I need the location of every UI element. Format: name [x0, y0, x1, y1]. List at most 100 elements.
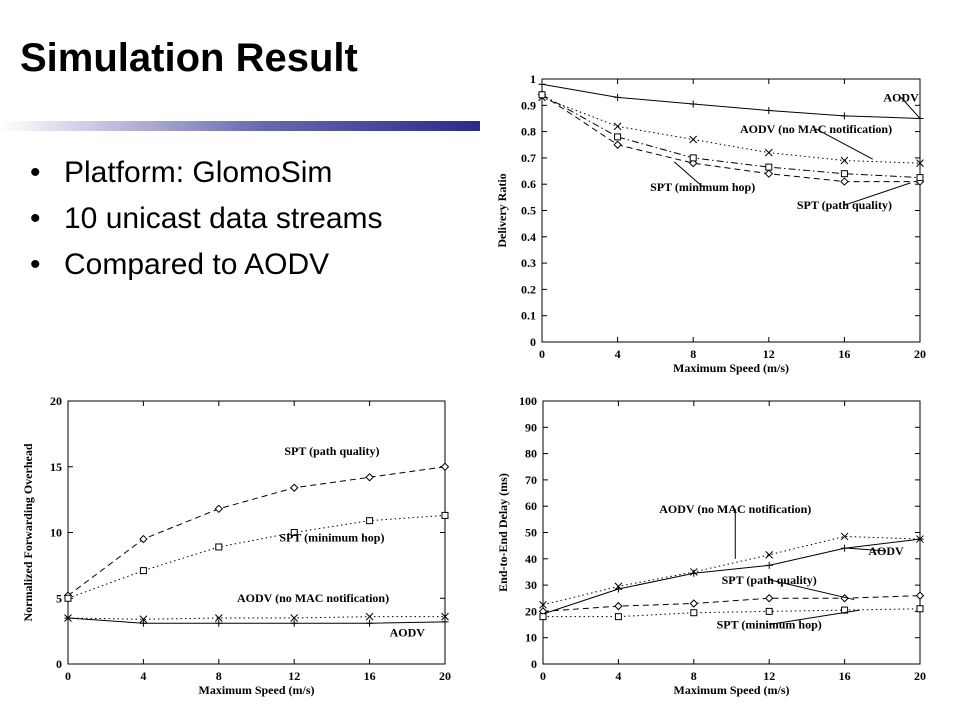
annotation-label: AODV [868, 544, 904, 558]
x-tick-label: 12 [763, 347, 775, 361]
data-point [689, 154, 697, 162]
slide-title: Simulation Result [20, 36, 358, 80]
series-spt-path-quality [538, 591, 925, 616]
data-point [614, 93, 622, 101]
data-point [765, 107, 773, 115]
data-point [365, 612, 374, 621]
bullet-text: 10 unicast data streams [64, 202, 383, 235]
series-aodv [538, 80, 924, 122]
data-point [64, 594, 72, 602]
annotation-leader [844, 182, 911, 206]
data-point [139, 619, 147, 627]
data-point [614, 585, 622, 593]
data-point [689, 599, 699, 608]
annotation-label: AODV (no MAC notification) [237, 591, 389, 605]
y-tick-label: 0.9 [521, 98, 536, 112]
data-point [614, 133, 622, 141]
series-line [67, 466, 446, 597]
data-point [139, 534, 148, 544]
x-tick-label: 16 [364, 669, 376, 683]
data-point [765, 561, 773, 569]
x-tick-label: 8 [690, 347, 696, 361]
x-tick-label: 0 [65, 669, 71, 683]
data-point [765, 551, 774, 559]
data-point [690, 569, 698, 577]
y-tick-label: 0.8 [521, 125, 536, 139]
y-tick-label: 60 [525, 499, 537, 513]
data-point [215, 543, 223, 551]
series-spt-path-quality [63, 462, 450, 600]
y-tick-label: 1 [530, 72, 536, 86]
title-underline [0, 121, 480, 131]
data-point [139, 615, 148, 624]
annotation-label: SPT (path quality) [284, 444, 379, 458]
data-point [64, 614, 72, 622]
y-axis-label: Delivery Ratio [495, 173, 509, 247]
annotation-label: SPT (path quality) [797, 198, 892, 212]
series-aodv-no-mac-notification [64, 612, 449, 624]
data-point [688, 158, 698, 168]
series-line [67, 514, 446, 599]
annotation-label: SPT (minimum hop) [279, 531, 384, 545]
y-axis-label: End-to-End Delay (ms) [496, 473, 510, 592]
x-axis-label: Maximum Speed (m/s) [674, 683, 790, 697]
data-point [841, 544, 849, 552]
annotation-leader [848, 547, 887, 552]
data-point [214, 504, 224, 514]
series-line [542, 538, 921, 615]
y-tick-label: 20 [525, 604, 537, 618]
annotation-label: AODV (no MAC notification) [740, 122, 892, 136]
y-tick-label: 0.1 [521, 309, 536, 323]
data-point [916, 174, 924, 182]
y-tick-label: 0 [530, 335, 536, 349]
bullet-dot: • [30, 248, 41, 281]
y-axis-label: Normalized Forwarding Overhead [21, 443, 35, 621]
x-tick-label: 16 [838, 347, 850, 361]
series-aodv [64, 614, 449, 627]
bullet-list: • Platform: GlomoSim • 10 unicast data str… [30, 150, 383, 288]
data-point [441, 612, 449, 621]
bullet-dot: • [30, 156, 41, 189]
annotation-label: AODV (no MAC notification) [659, 502, 811, 516]
y-tick-label: 50 [525, 526, 537, 540]
data-point [614, 601, 623, 611]
x-tick-label: 4 [615, 669, 621, 683]
series-line [541, 83, 921, 119]
series-line [542, 595, 921, 612]
y-tick-label: 10 [50, 526, 62, 540]
annotation-leader [673, 161, 703, 188]
data-point [538, 91, 546, 99]
data-point [916, 535, 924, 543]
series-line [542, 535, 921, 606]
delivery-ratio-chart: 0 4 8 12 16 20 0 0.1 0.2 0.3 0.4 0.5 0.6 0.7 0.8 0.9 1 Ma… [495, 72, 926, 375]
annotation-leader [769, 609, 860, 625]
data-point [613, 140, 622, 149]
annotation-label: AODV [883, 90, 919, 104]
data-point [764, 169, 774, 178]
data-point [765, 163, 773, 171]
y-tick-label: 100 [519, 394, 537, 408]
y-tick-label: 15 [50, 460, 62, 474]
data-point [915, 591, 925, 600]
series-spt-minimum-hop [537, 90, 925, 186]
y-tick-label: 40 [525, 552, 537, 566]
data-point [539, 600, 547, 609]
bullet-text: Compared to AODV [64, 248, 330, 281]
data-point [840, 532, 849, 541]
series-spt-minimum-hop [539, 605, 924, 621]
annotation-leader [769, 579, 855, 601]
data-point [440, 462, 450, 471]
x-tick-label: 8 [216, 669, 222, 683]
data-point [840, 112, 848, 120]
data-point [764, 148, 773, 157]
bullet-item: • Compared to AODV [30, 242, 383, 288]
annotation-label: AODV [390, 625, 426, 639]
data-point [441, 618, 449, 626]
data-point [139, 567, 147, 575]
x-tick-label: 20 [439, 669, 451, 683]
data-point [840, 177, 849, 186]
x-tick-label: 4 [140, 669, 146, 683]
data-point [916, 159, 924, 168]
annotation-leader [900, 97, 921, 119]
x-axis-label: Maximum Speed (m/s) [673, 361, 789, 375]
